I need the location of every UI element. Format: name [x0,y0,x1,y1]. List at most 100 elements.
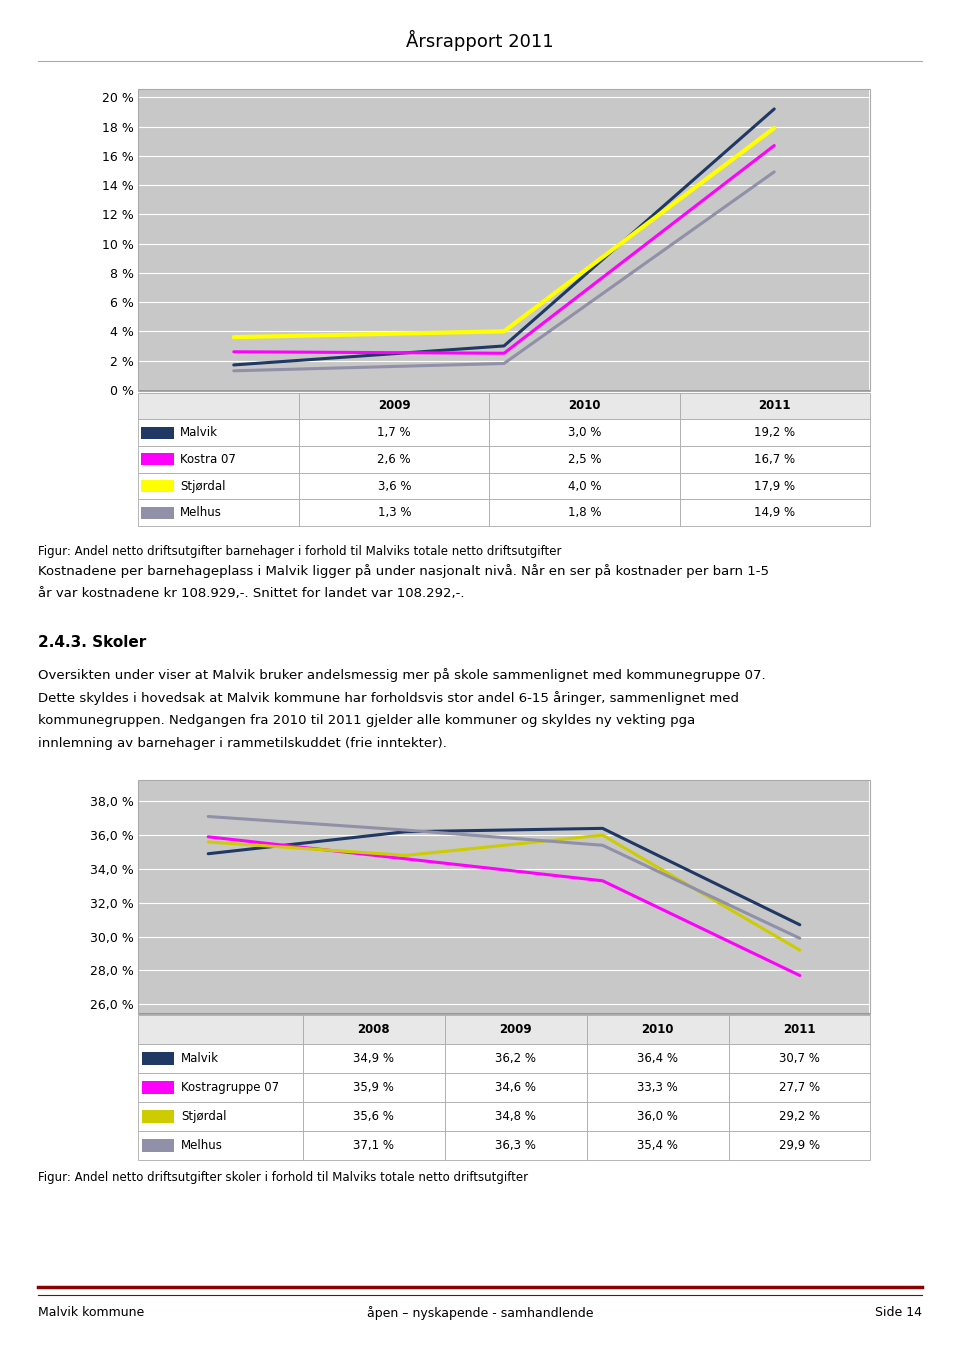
FancyBboxPatch shape [444,1044,587,1073]
Text: 30,7 %: 30,7 % [779,1052,820,1066]
Bar [141,1139,175,1152]
Bar [141,1052,175,1066]
Text: 2010: 2010 [641,1024,674,1036]
FancyBboxPatch shape [490,499,680,526]
Text: 2010: 2010 [568,399,601,413]
FancyBboxPatch shape [729,1131,870,1160]
FancyBboxPatch shape [729,1073,870,1103]
FancyBboxPatch shape [680,446,870,473]
Text: 1,7 %: 1,7 % [377,427,411,439]
FancyBboxPatch shape [138,473,300,499]
Text: 34,9 %: 34,9 % [353,1052,395,1066]
FancyBboxPatch shape [587,1044,729,1073]
FancyBboxPatch shape [138,499,300,526]
Text: Kostra 07: Kostra 07 [180,453,236,466]
FancyBboxPatch shape [680,499,870,526]
FancyBboxPatch shape [680,473,870,499]
Text: Stjørdal: Stjørdal [181,1109,227,1123]
Text: Side 14: Side 14 [875,1306,922,1319]
FancyBboxPatch shape [302,1015,444,1044]
Text: Figur: Andel netto driftsutgifter barnehager i forhold til Malviks totale netto : Figur: Andel netto driftsutgifter barneh… [38,545,562,559]
FancyBboxPatch shape [138,393,300,420]
FancyBboxPatch shape [587,1131,729,1160]
Text: 3,0 %: 3,0 % [567,427,601,439]
Text: Kostnadene per barnehageplass i Malvik ligger på under nasjonalt nivå. Når en se: Kostnadene per barnehageplass i Malvik l… [38,564,769,578]
Text: 36,2 %: 36,2 % [495,1052,537,1066]
Text: 19,2 %: 19,2 % [755,427,795,439]
FancyBboxPatch shape [490,393,680,420]
FancyBboxPatch shape [444,1015,587,1044]
FancyBboxPatch shape [302,1044,444,1073]
FancyBboxPatch shape [587,1103,729,1131]
Text: Oversikten under viser at Malvik bruker andelsmessig mer på skole sammenlignet m: Oversikten under viser at Malvik bruker … [38,668,766,682]
FancyBboxPatch shape [302,1073,444,1103]
FancyBboxPatch shape [444,1103,587,1131]
FancyBboxPatch shape [300,420,490,446]
Text: Malvik: Malvik [180,427,218,439]
FancyBboxPatch shape [490,473,680,499]
FancyBboxPatch shape [138,420,300,446]
Text: 36,3 %: 36,3 % [495,1139,536,1152]
FancyBboxPatch shape [138,1044,302,1073]
Text: 33,3 %: 33,3 % [637,1081,678,1094]
FancyBboxPatch shape [729,1103,870,1131]
Text: 29,9 %: 29,9 % [779,1139,820,1152]
Text: 34,8 %: 34,8 % [495,1109,536,1123]
Text: Årsrapport 2011: Årsrapport 2011 [406,30,554,50]
Text: Malvik: Malvik [181,1052,219,1066]
Text: kommunegruppen. Nedgangen fra 2010 til 2011 gjelder alle kommuner og skyldes ny : kommunegruppen. Nedgangen fra 2010 til 2… [38,714,696,728]
Text: 2011: 2011 [758,399,791,413]
Text: 27,7 %: 27,7 % [779,1081,820,1094]
Text: Kostragruppe 07: Kostragruppe 07 [181,1081,279,1094]
Bar [141,507,174,519]
FancyBboxPatch shape [587,1015,729,1044]
FancyBboxPatch shape [138,1073,302,1103]
FancyBboxPatch shape [587,1073,729,1103]
Text: Melhus: Melhus [180,506,222,519]
Text: 14,9 %: 14,9 % [755,506,795,519]
Bar [141,427,174,439]
Text: 2011: 2011 [783,1024,815,1036]
Text: 36,4 %: 36,4 % [637,1052,678,1066]
Text: 2008: 2008 [357,1024,390,1036]
FancyBboxPatch shape [300,499,490,526]
Text: 3,6 %: 3,6 % [377,480,411,492]
Text: 35,9 %: 35,9 % [353,1081,395,1094]
Text: 2009: 2009 [499,1024,532,1036]
Bar [141,454,174,465]
Text: 2009: 2009 [378,399,411,413]
FancyBboxPatch shape [302,1103,444,1131]
Text: 1,8 %: 1,8 % [567,506,601,519]
Text: 2,6 %: 2,6 % [377,453,411,466]
Bar [141,1081,175,1094]
Text: 2,5 %: 2,5 % [567,453,601,466]
FancyBboxPatch shape [680,420,870,446]
FancyBboxPatch shape [729,1044,870,1073]
Text: 34,6 %: 34,6 % [495,1081,537,1094]
Text: 1,3 %: 1,3 % [377,506,411,519]
FancyBboxPatch shape [490,446,680,473]
Text: 2.4.3. Skoler: 2.4.3. Skoler [38,635,147,650]
Text: 35,6 %: 35,6 % [353,1109,395,1123]
FancyBboxPatch shape [444,1073,587,1103]
Text: 29,2 %: 29,2 % [779,1109,820,1123]
Text: 35,4 %: 35,4 % [637,1139,678,1152]
Text: innlemning av barnehager i rammetilskuddet (frie inntekter).: innlemning av barnehager i rammetilskudd… [38,737,447,751]
Text: 17,9 %: 17,9 % [755,480,795,492]
Text: Stjørdal: Stjørdal [180,480,226,492]
FancyBboxPatch shape [680,393,870,420]
Text: Melhus: Melhus [181,1139,223,1152]
FancyBboxPatch shape [138,1103,302,1131]
Text: Dette skyldes i hovedsak at Malvik kommune har forholdsvis stor andel 6-15 åring: Dette skyldes i hovedsak at Malvik kommu… [38,691,739,705]
Text: Malvik kommune: Malvik kommune [38,1306,145,1319]
FancyBboxPatch shape [490,420,680,446]
Text: 4,0 %: 4,0 % [567,480,601,492]
Text: 16,7 %: 16,7 % [755,453,795,466]
FancyBboxPatch shape [138,1131,302,1160]
FancyBboxPatch shape [300,446,490,473]
FancyBboxPatch shape [138,446,300,473]
FancyBboxPatch shape [729,1015,870,1044]
Text: 36,0 %: 36,0 % [637,1109,678,1123]
Text: Figur: Andel netto driftsutgifter skoler i forhold til Malviks totale netto drif: Figur: Andel netto driftsutgifter skoler… [38,1171,529,1184]
FancyBboxPatch shape [444,1131,587,1160]
